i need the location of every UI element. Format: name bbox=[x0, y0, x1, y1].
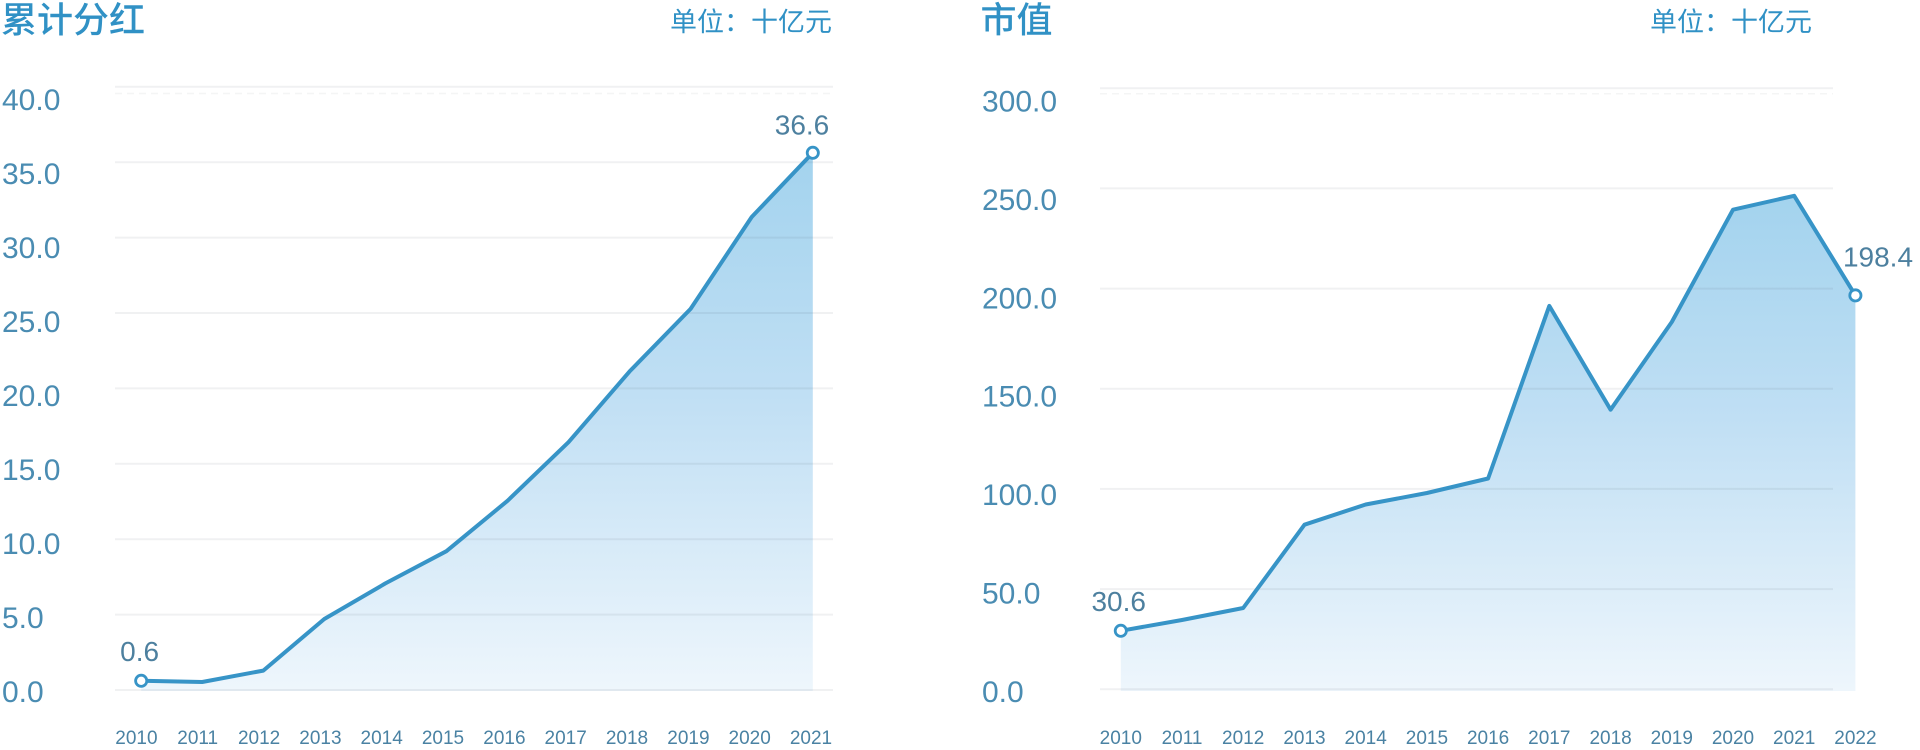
svg-text:2011: 2011 bbox=[1162, 728, 1203, 745]
svg-text:2013: 2013 bbox=[1283, 728, 1325, 745]
svg-text:250.0: 250.0 bbox=[982, 184, 1057, 217]
svg-text:2014: 2014 bbox=[361, 728, 404, 745]
svg-text:40.0: 40.0 bbox=[2, 84, 60, 117]
svg-text:0.0: 0.0 bbox=[2, 676, 44, 709]
svg-text:2021: 2021 bbox=[1773, 728, 1815, 745]
svg-text:2014: 2014 bbox=[1345, 728, 1388, 745]
svg-text:2017: 2017 bbox=[1528, 728, 1570, 745]
svg-text:2010: 2010 bbox=[115, 728, 157, 745]
svg-text:2019: 2019 bbox=[667, 728, 709, 745]
svg-text:2012: 2012 bbox=[1222, 728, 1264, 745]
svg-text:25.0: 25.0 bbox=[2, 306, 60, 339]
svg-text:2018: 2018 bbox=[606, 728, 648, 745]
svg-text:30.0: 30.0 bbox=[2, 232, 60, 265]
svg-text:2022: 2022 bbox=[1834, 728, 1876, 745]
svg-text:2015: 2015 bbox=[422, 728, 464, 745]
svg-text:0.0: 0.0 bbox=[982, 676, 1024, 709]
svg-text:2016: 2016 bbox=[1467, 728, 1509, 745]
svg-text:300.0: 300.0 bbox=[982, 86, 1057, 119]
svg-text:15.0: 15.0 bbox=[2, 454, 60, 487]
svg-text:36.6: 36.6 bbox=[775, 109, 830, 140]
svg-text:10.0: 10.0 bbox=[2, 528, 60, 561]
svg-text:2012: 2012 bbox=[238, 728, 280, 745]
svg-text:0.6: 0.6 bbox=[120, 636, 159, 667]
svg-text:200.0: 200.0 bbox=[982, 282, 1057, 315]
svg-text:2020: 2020 bbox=[1712, 728, 1754, 745]
svg-text:2013: 2013 bbox=[299, 728, 341, 745]
svg-text:35.0: 35.0 bbox=[2, 158, 60, 191]
svg-text:50.0: 50.0 bbox=[982, 578, 1040, 611]
svg-text:5.0: 5.0 bbox=[2, 602, 44, 635]
svg-text:20.0: 20.0 bbox=[2, 380, 60, 413]
svg-text:2019: 2019 bbox=[1651, 728, 1693, 745]
svg-text:2018: 2018 bbox=[1589, 728, 1631, 745]
svg-text:2017: 2017 bbox=[545, 728, 587, 745]
svg-text:100.0: 100.0 bbox=[982, 479, 1057, 512]
svg-text:150.0: 150.0 bbox=[982, 381, 1057, 414]
svg-text:2010: 2010 bbox=[1100, 728, 1142, 745]
svg-text:2016: 2016 bbox=[483, 728, 525, 745]
svg-text:2015: 2015 bbox=[1406, 728, 1448, 745]
svg-text:198.4: 198.4 bbox=[1843, 242, 1913, 273]
svg-text:30.6: 30.6 bbox=[1091, 586, 1146, 617]
svg-text:2021: 2021 bbox=[790, 728, 832, 745]
svg-text:2020: 2020 bbox=[729, 728, 771, 745]
svg-text:2011: 2011 bbox=[177, 728, 218, 745]
